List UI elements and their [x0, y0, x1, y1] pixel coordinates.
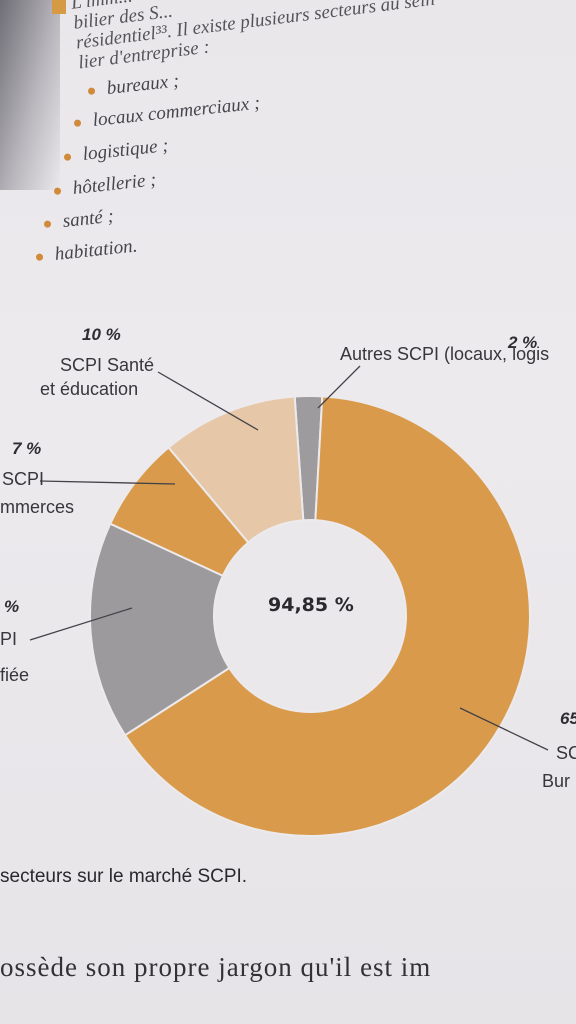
commerces-label: SCPI [2, 469, 45, 489]
sante-percent: 10 % [82, 325, 121, 344]
diversifiee-label: fiée [0, 665, 30, 685]
bureaux-leader-line [459, 707, 549, 751]
donut-slice-pi-fi-e [89, 522, 231, 737]
donut-slice-scpi-sant-et-ducation [167, 395, 305, 544]
page-shadow [0, 0, 60, 190]
orange-corner-mark [52, 0, 66, 14]
commerces-percent: 7 % [12, 439, 42, 458]
body-text-line: ossède son propre jargon qu'il est im [0, 952, 432, 982]
sante-leader-line [157, 371, 259, 431]
bureaux-percent: 65 [560, 709, 576, 728]
autres-percent: 2 % [508, 333, 538, 352]
diversifiee-percent: % [4, 597, 20, 616]
donut-hole [215, 521, 405, 711]
sante-label: et éducation [40, 379, 139, 399]
bureaux-label: Bur [542, 771, 571, 791]
commerces-label: mmerces [0, 497, 75, 517]
autres-label: Autres SCPI (locaux, logis [340, 344, 550, 364]
diversifiee-label: PI [0, 629, 18, 649]
donut-center-value: 94,85 % [268, 594, 354, 616]
autres-leader-line [317, 365, 361, 409]
commerces-leader-line [39, 480, 176, 485]
diversifiee-leader-line [29, 607, 133, 641]
donut-slice-scpi-bur [123, 395, 531, 837]
figure-caption: secteurs sur le marché SCPI. [0, 866, 248, 887]
bureaux-label: SC [556, 743, 576, 763]
sante-label: SCPI Santé [60, 355, 155, 375]
